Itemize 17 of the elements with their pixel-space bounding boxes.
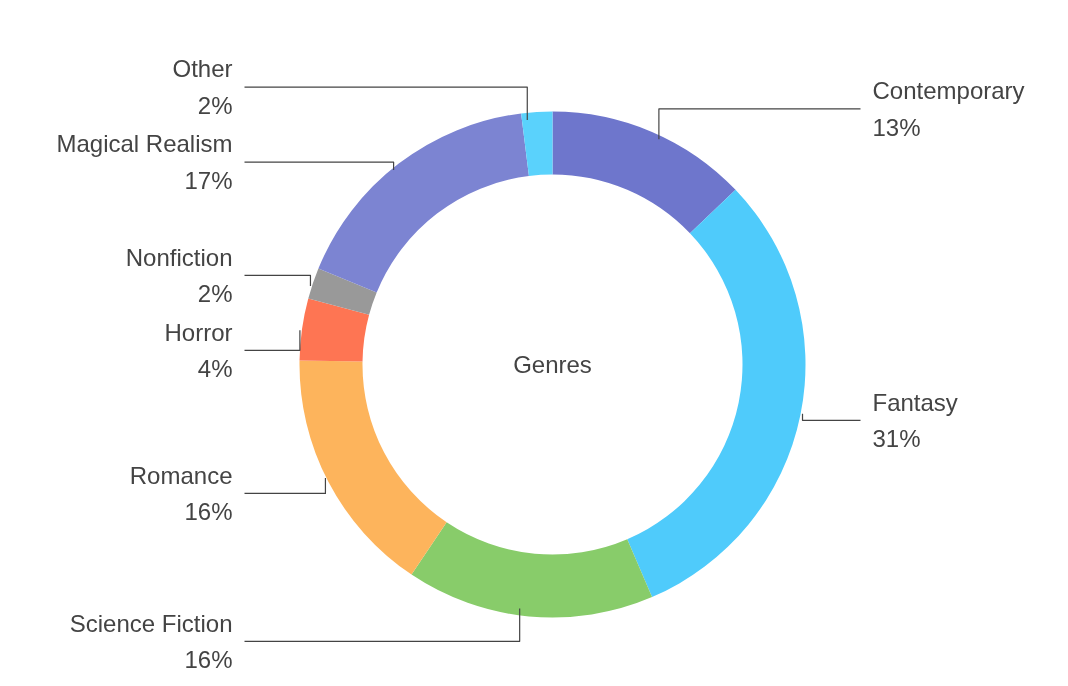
text: Genres <box>513 351 592 378</box>
data-label: 17% <box>184 166 233 194</box>
slice-label: Science Fiction <box>69 609 233 637</box>
data-label: 16% <box>184 646 233 674</box>
slice-label: Other <box>172 55 233 83</box>
data-label: 2% <box>197 91 233 119</box>
slice-label: Romance <box>129 461 233 489</box>
data-label: 4% <box>197 355 233 383</box>
slice-label: Nonfiction <box>125 243 233 271</box>
slice-label: Contemporary <box>872 77 1025 105</box>
slice-label: Magical Realism <box>56 130 233 158</box>
slice-label: Horror <box>164 318 233 346</box>
data-label: 16% <box>184 498 233 526</box>
data-label: 13% <box>872 113 921 141</box>
slice-label: Fantasy <box>872 388 958 416</box>
data-label: 31% <box>872 425 921 453</box>
data-label: 2% <box>197 280 233 308</box>
